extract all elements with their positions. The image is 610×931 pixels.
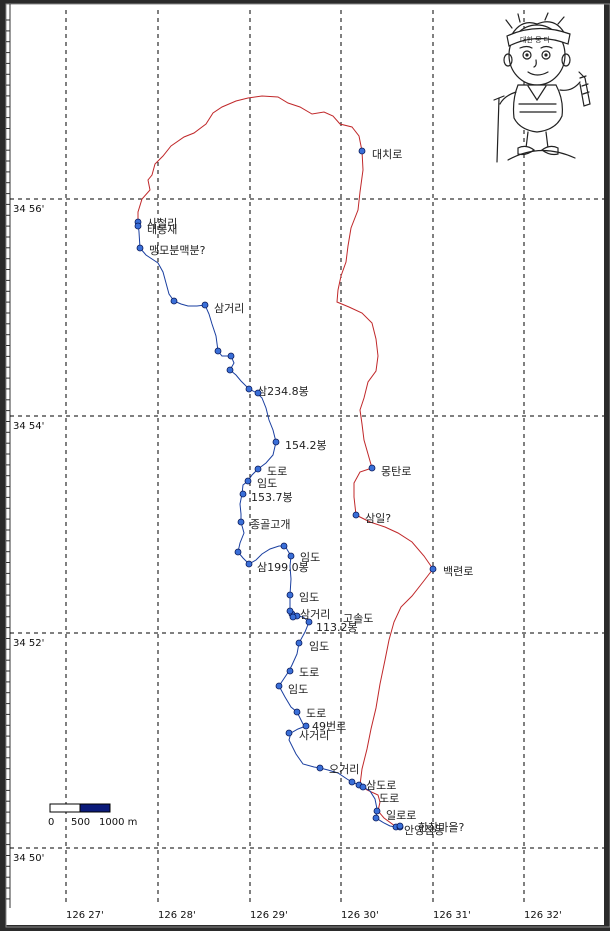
lat-label: 34 50'	[13, 853, 44, 864]
waypoint-marker[interactable]	[359, 783, 367, 791]
lon-label: 126 29'	[250, 910, 288, 921]
waypoint-marker[interactable]	[254, 389, 262, 397]
waypoint-marker[interactable]	[136, 244, 144, 252]
scale-zero: 0	[48, 817, 54, 828]
lon-label: 126 32'	[524, 910, 562, 921]
hiker-mascot-icon: 대한 몽 다	[493, 12, 591, 163]
waypoint-label: 종골고개	[250, 518, 290, 531]
waypoint-marker[interactable]	[305, 618, 313, 626]
waypoint-marker[interactable]	[244, 477, 252, 485]
waypoint-label: 일로로	[386, 808, 416, 822]
lat-label: 34 56'	[13, 204, 44, 215]
waypoint-marker[interactable]	[373, 807, 381, 815]
waypoint-label: 삼234.8봉	[257, 385, 309, 398]
waypoint-label: 154.2봉	[285, 439, 327, 452]
lon-label: 126 28'	[158, 910, 196, 921]
waypoint-marker[interactable]	[254, 465, 262, 473]
waypoint-label: 몽탄로	[381, 465, 411, 478]
waypoint-marker[interactable]	[285, 729, 293, 737]
waypoint-label: 임도	[309, 640, 329, 653]
waypoint-marker[interactable]	[352, 511, 360, 519]
waypoint-label: 임도	[257, 477, 277, 490]
waypoint-label: 49번로	[312, 720, 346, 733]
lon-label: 126 31'	[433, 910, 471, 921]
waypoint-marker[interactable]	[134, 222, 142, 230]
waypoint-label: 113.2봉	[316, 621, 358, 634]
waypoint-label: 태봉재	[147, 223, 177, 236]
grid-lines	[10, 10, 604, 905]
waypoint-label: 도로	[306, 707, 326, 720]
waypoint-label: 임도	[288, 683, 308, 696]
waypoint-label: 백련로	[443, 565, 473, 578]
waypoint-label: 도로	[379, 792, 399, 805]
waypoint-marker[interactable]	[396, 822, 404, 830]
waypoint-marker[interactable]	[239, 490, 247, 498]
waypoint-label: 도로	[299, 666, 319, 679]
waypoint-label: 임도	[299, 591, 319, 604]
scale-bar: 0 500 1000 m	[48, 803, 137, 828]
waypoint-label: 삼도로	[366, 779, 396, 792]
waypoint-marker[interactable]	[275, 682, 283, 690]
waypoint-label: 사철리	[147, 217, 177, 230]
waypoint-label: 맹모분맥분?	[149, 244, 206, 257]
waypoint-label: 삼거리	[214, 302, 244, 315]
waypoint-marker[interactable]	[234, 548, 242, 556]
scale-end: 1000 m	[99, 817, 137, 828]
waypoint-label: 대치로	[372, 148, 402, 161]
waypoint-marker[interactable]	[372, 814, 380, 822]
waypoint-label: 안영점동	[404, 824, 444, 837]
waypoint-marker[interactable]	[368, 464, 376, 472]
waypoint-marker[interactable]	[429, 565, 437, 573]
waypoint-marker[interactable]	[280, 542, 288, 550]
waypoint-marker[interactable]	[286, 667, 294, 675]
waypoint-marker[interactable]	[227, 352, 235, 360]
waypoint-label: 임도	[300, 551, 320, 564]
waypoint-marker[interactable]	[302, 722, 310, 730]
waypoint-label: 고솔도	[343, 612, 373, 625]
map-background	[6, 4, 604, 925]
waypoint-marker[interactable]	[170, 297, 178, 305]
lat-label: 34 54'	[13, 421, 44, 432]
waypoint-marker[interactable]	[245, 560, 253, 568]
waypoint-marker[interactable]	[286, 591, 294, 599]
waypoint-label: 153.7봉	[251, 491, 293, 504]
lat-label: 34 52'	[13, 638, 44, 649]
waypoint-label: 한창마을?	[418, 821, 464, 834]
red-track	[137, 95, 434, 828]
waypoint-marker[interactable]	[226, 366, 234, 374]
waypoint-marker[interactable]	[214, 347, 222, 355]
waypoint-label: 사거리	[299, 729, 329, 742]
waypoints: 대치로사철리태봉재맹모분맥분?삼거리삼234.8봉154.2봉몽탄로도로임도15…	[134, 147, 473, 837]
waypoint-label: 삼일?	[365, 511, 391, 525]
waypoint-marker[interactable]	[286, 607, 294, 615]
waypoint-marker[interactable]	[358, 147, 366, 155]
waypoint-label: 삼199.0봉	[257, 561, 309, 574]
mascot-headband-text: 대한 몽 다	[520, 35, 551, 44]
waypoint-marker[interactable]	[295, 639, 303, 647]
lon-label: 126 30'	[341, 910, 379, 921]
lon-label: 126 27'	[66, 910, 104, 921]
waypoint-marker[interactable]	[201, 301, 209, 309]
waypoint-marker[interactable]	[316, 764, 324, 772]
waypoint-marker[interactable]	[348, 778, 356, 786]
waypoint-marker[interactable]	[237, 518, 245, 526]
waypoint-marker[interactable]	[272, 438, 280, 446]
waypoint-label: 삼거리	[300, 608, 330, 621]
blue-track	[137, 221, 400, 828]
waypoint-label: 도로	[267, 465, 287, 478]
scale-mid: 500	[71, 817, 90, 828]
waypoint-marker[interactable]	[245, 385, 253, 393]
waypoint-label: 오거리	[329, 763, 359, 776]
waypoint-marker[interactable]	[293, 708, 301, 716]
waypoint-marker[interactable]	[287, 552, 295, 560]
waypoint-marker[interactable]	[289, 613, 297, 621]
